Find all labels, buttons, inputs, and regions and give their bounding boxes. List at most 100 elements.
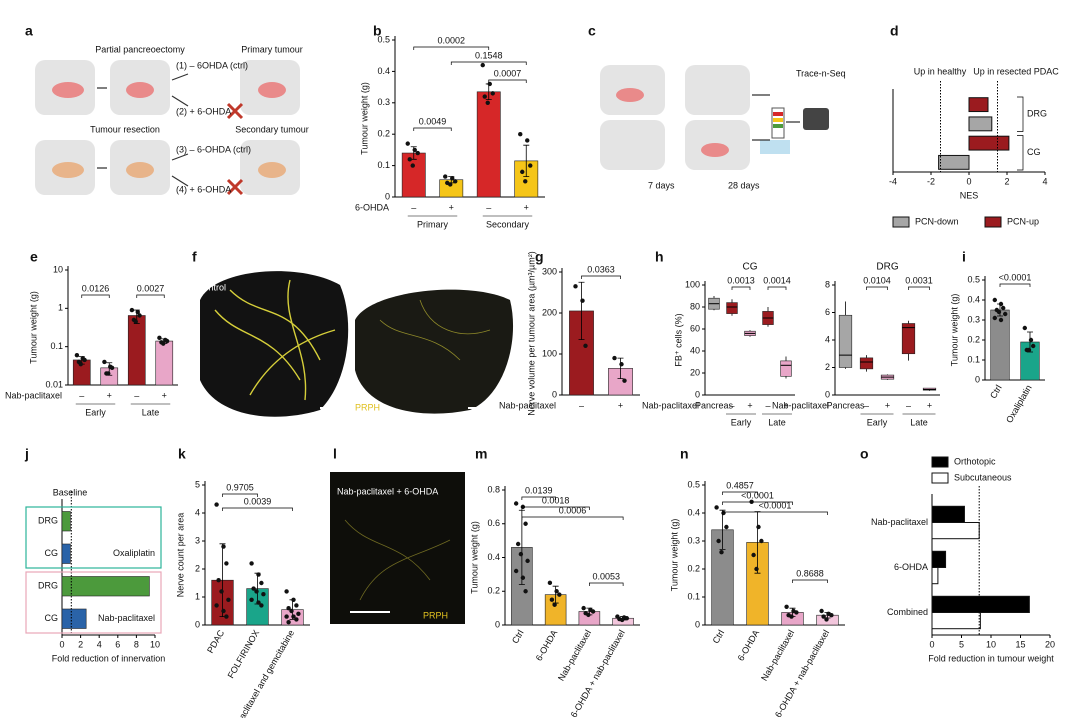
data-point (161, 341, 166, 346)
data-point (619, 617, 625, 623)
data-point (405, 141, 410, 146)
p-value: 0.0013 (727, 275, 755, 285)
bracket (999, 283, 1031, 287)
annotation: (3) – 6-OHDA (ctrl) (176, 144, 251, 154)
illustration-a (35, 60, 300, 196)
data-point (513, 501, 519, 506)
data-point (523, 179, 528, 184)
y-tick-label: 0.1 (967, 354, 980, 364)
x-tick-label: 6 (115, 639, 120, 649)
group-label: DRG (1027, 109, 1047, 119)
y-tick-label: 1 (58, 303, 63, 313)
data-point (157, 335, 162, 341)
y-tick-label: 0.01 (45, 379, 63, 389)
y-tick-label: 0.3 (967, 314, 980, 324)
y-axis-label: Tumour weight (g) (469, 521, 479, 594)
x-tick-label: – (79, 390, 84, 400)
y-tick-label: DRG (38, 581, 58, 591)
y-tick-label: 3 (195, 535, 200, 545)
data-point (528, 163, 533, 168)
panel-letter: j (24, 446, 29, 462)
data-point (819, 608, 824, 614)
data-point (829, 613, 834, 618)
legend-label: PCN-down (915, 216, 959, 226)
data-point (487, 81, 492, 87)
data-point (106, 371, 111, 376)
group-label: Oxaliplatin (113, 548, 155, 558)
data-point (996, 309, 1002, 315)
annotation: 7 days (648, 180, 675, 190)
data-point (724, 524, 729, 530)
group-label: Late (910, 417, 928, 427)
annotation: Baseline (53, 487, 88, 497)
data-point (259, 603, 264, 608)
bracket (413, 46, 490, 50)
y-tick-label: 0.4 (377, 66, 390, 76)
y-tick-label: 300 (542, 266, 557, 276)
data-point (221, 544, 226, 549)
row-label: Nab-paclitaxel (499, 400, 556, 410)
data-point (490, 91, 495, 96)
group-label: Nab-paclitaxel (98, 613, 155, 623)
x-tick-label: FOLFIRINOX (226, 628, 262, 680)
data-point (1031, 343, 1036, 349)
data-point (1026, 347, 1032, 353)
bracket (81, 294, 110, 298)
bracket (866, 286, 888, 290)
data-point (619, 362, 624, 367)
legend-swatch (892, 216, 910, 228)
annotation: Control (197, 282, 226, 292)
data-point (129, 307, 135, 313)
legend-swatch (984, 216, 1002, 228)
row-label: Nab-paclitaxel (772, 400, 829, 410)
bracket (722, 491, 758, 495)
error-bar (719, 509, 726, 550)
data-point (554, 589, 559, 594)
data-point (450, 175, 455, 181)
data-point (224, 614, 229, 619)
p-value: <0.0001 (741, 490, 774, 500)
p-value: 0.9705 (226, 482, 254, 492)
bar (931, 522, 980, 540)
p-value: 0.0126 (82, 283, 110, 293)
x-tick-label: + (747, 400, 752, 410)
data-point (590, 609, 596, 614)
y-tick-label: CG (45, 613, 59, 623)
data-point (549, 597, 555, 602)
data-point (249, 597, 254, 602)
bar (61, 543, 71, 564)
bar (155, 340, 174, 386)
y-tick-label: 80 (690, 301, 700, 311)
y-tick-label: 0.3 (687, 535, 700, 545)
data-point (82, 357, 87, 363)
data-point (1028, 337, 1034, 343)
y-tick-label: 20 (690, 367, 700, 377)
x-tick-label: – (579, 400, 584, 410)
p-value: 0.1548 (475, 50, 503, 60)
x-tick-label: Pancreas (695, 400, 734, 410)
data-point (518, 551, 524, 557)
bracket (589, 582, 624, 586)
data-point (415, 150, 420, 156)
data-point (221, 608, 226, 614)
data-point (624, 616, 630, 621)
y-tick-label: 0.2 (687, 563, 700, 573)
data-point (254, 589, 259, 594)
error-bar (754, 511, 761, 574)
y-tick-label: 0 (195, 619, 200, 629)
data-point (448, 182, 453, 187)
y-axis-label: Nerve volume per tumour area (µm³/µm²) (526, 251, 536, 415)
bracket (136, 294, 165, 298)
box (901, 323, 916, 355)
x-tick-label: + (162, 390, 167, 400)
data-point (525, 138, 530, 143)
y-tick-label: 40 (690, 345, 700, 355)
x-tick-label: 6-OHDA (534, 628, 560, 662)
data-point (219, 589, 224, 594)
p-value: 0.0104 (863, 275, 891, 285)
data-point (992, 315, 997, 321)
y-tick-label: 10 (53, 264, 63, 274)
data-point (226, 597, 231, 602)
data-point (410, 163, 415, 168)
